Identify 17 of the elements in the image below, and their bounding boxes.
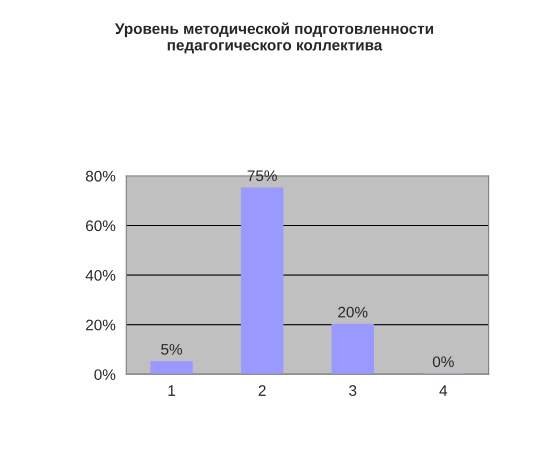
data-label: 0%	[432, 356, 454, 368]
y-tick-label: 80%	[86, 170, 116, 182]
y-tick-label: 40%	[86, 270, 116, 281]
x-tick-label: 1	[168, 385, 176, 396]
bar	[240, 187, 284, 374]
data-label: 20%	[338, 306, 368, 318]
x-tick-label: 4	[439, 385, 448, 396]
y-tick-label: 60%	[86, 220, 116, 232]
x-tick-label: 2	[258, 385, 266, 396]
x-tick-label: 3	[349, 385, 356, 396]
y-tick-label: 0%	[94, 369, 116, 380]
data-label: 75%	[248, 170, 277, 182]
y-tick-label: 20%	[86, 320, 116, 330]
bar	[332, 324, 374, 374]
bar	[150, 361, 193, 374]
data-label: 5%	[161, 344, 182, 355]
chart-title: Уровень методической подготовленности педагогического коллектива	[114, 22, 434, 54]
